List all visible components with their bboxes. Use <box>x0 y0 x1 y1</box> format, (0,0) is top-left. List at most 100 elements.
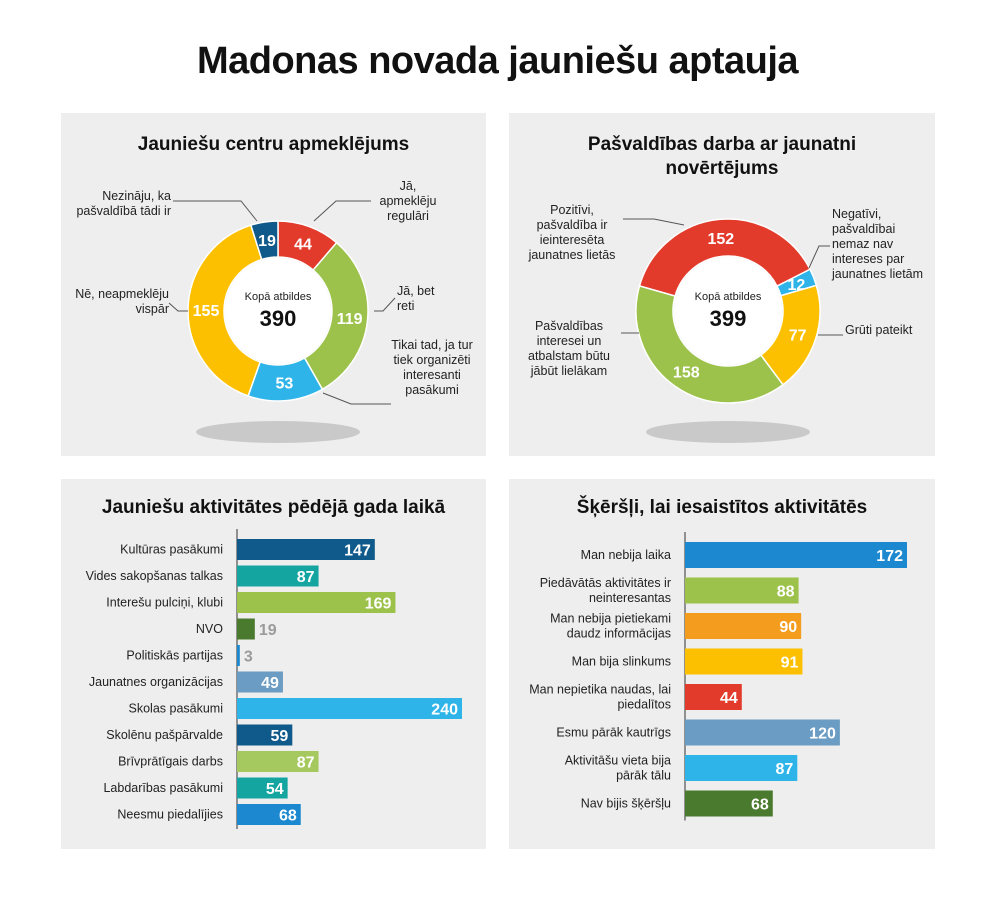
category-label: Neesmu piedalījies <box>117 808 223 822</box>
category-label: Man nebija pietiekami <box>550 612 671 626</box>
donut-slice <box>187 224 263 397</box>
bar <box>237 724 293 746</box>
category-label: neinteresantas <box>589 591 671 605</box>
category-label: Jaunatnes organizācijas <box>89 675 223 689</box>
slice-value-label: 158 <box>673 365 700 382</box>
bar-value-label: 91 <box>781 655 799 672</box>
bar-value-label: 90 <box>779 619 797 636</box>
category-label: daudz informācijas <box>567 627 671 641</box>
bar-chart-activities: Kultūras pasākumi 147 Vides sakopšanas tal… <box>86 529 462 829</box>
leader-line <box>322 392 391 405</box>
slice-label: Pašvaldības interesei un atbalstam būtu … <box>528 319 610 378</box>
chart-title: Jauniešu aktivitātes pēdējā gada laikā <box>101 497 446 518</box>
bar <box>237 539 375 560</box>
slice-value-label: 19 <box>258 233 276 250</box>
leader-line <box>168 302 188 312</box>
category-label: pārāk tālu <box>616 769 671 783</box>
bar <box>685 719 840 746</box>
bar <box>685 790 773 817</box>
panel-youth-center-visits: Jauniešu centru apmeklējums 44 119 53 155 19… <box>61 113 486 456</box>
bar <box>685 613 802 639</box>
donut-total: 390 <box>260 306 297 331</box>
donut-slice <box>635 284 785 404</box>
panel-youth-activities: Jauniešu aktivitātes pēdējā gada laikā K… <box>61 479 486 849</box>
donut-slice <box>249 220 279 261</box>
bar <box>237 565 319 587</box>
bar <box>237 671 283 693</box>
bar-value-label: 54 <box>266 781 284 798</box>
chart-title: Jauniešu centru apmeklējums <box>137 134 410 155</box>
slice-value-label: 152 <box>708 231 735 248</box>
category-label: Man nepietika naudas, lai <box>529 683 671 697</box>
donut-slice <box>303 241 369 391</box>
bar-value-label: 19 <box>259 622 277 639</box>
bar-chart-obstacles: Man nebija laika 172 Piedāvātās aktivitāte… <box>529 532 907 821</box>
bar-value-label: 68 <box>751 797 769 814</box>
bar-value-label: 172 <box>876 548 903 565</box>
bar <box>237 804 301 825</box>
bar-value-label: 147 <box>344 543 371 560</box>
donut-center <box>674 257 782 365</box>
slice-label: Negatīvi, pašvaldībai nemaz nav interese… <box>832 207 924 281</box>
donut-shadow <box>196 421 360 443</box>
category-label: Labdarības pasākumi <box>103 781 223 795</box>
donut-center-label: Kopā atbildes <box>245 291 312 303</box>
donut-center-label: Kopā atbildes <box>695 291 762 303</box>
donut-shadow <box>646 421 810 443</box>
bar-value-label: 44 <box>720 690 738 707</box>
bar-value-label: 3 <box>244 649 253 666</box>
bar-value-label: 49 <box>261 675 279 692</box>
bar-value-label: 87 <box>297 569 315 586</box>
slice-value-label: 119 <box>337 311 363 328</box>
category-label: piedalītos <box>617 698 671 712</box>
slice-value-label: 53 <box>275 376 293 393</box>
panel-obstacles: Šķēršļi, lai iesaistītos aktivitātēs Man… <box>509 479 935 849</box>
slice-label: Nezināju, ka pašvaldībā tādi ir <box>76 189 171 218</box>
slice-label: Pozitīvi, pašvaldība ir ieinteresēta jau… <box>528 203 616 262</box>
slice-value-label: 44 <box>294 236 312 253</box>
bar-value-label: 88 <box>777 584 795 601</box>
panel-municipality-rating: Pašvaldības darba ar jaunatni novērtējum… <box>509 113 935 456</box>
leader-line <box>374 297 396 312</box>
slice-label: Nē, neapmeklēju vispār <box>75 287 169 316</box>
bar <box>685 755 798 781</box>
slice-label: Jā, bet reti <box>397 284 435 313</box>
slice-value-label: 77 <box>789 327 807 344</box>
category-label: Skolas pasākumi <box>129 702 224 716</box>
donut-total: 399 <box>710 306 747 331</box>
donut-center <box>225 258 331 364</box>
category-label: Interešu pulciņi, klubi <box>106 596 223 610</box>
bar-value-label: 59 <box>271 728 289 745</box>
bar-value-label: 240 <box>431 702 458 719</box>
leader-line <box>313 200 371 222</box>
bar <box>237 751 319 772</box>
bar <box>685 542 907 568</box>
leader-line <box>808 245 830 269</box>
category-label: Politiskās partijas <box>126 649 223 663</box>
bar-value-label: 68 <box>279 808 297 825</box>
category-label: Esmu pārāk kautrīgs <box>556 726 671 740</box>
page-title: Madonas novada jauniešu aptauja <box>196 40 799 82</box>
category-label: Man nebija laika <box>581 548 671 562</box>
category-label: Skolēnu pašpārvalde <box>106 728 223 742</box>
category-label: Piedāvātās aktivitātes ir <box>540 576 671 590</box>
bar-value-label: 169 <box>365 596 392 613</box>
category-label: Brīvprātīgais darbs <box>118 755 223 769</box>
bar <box>237 698 462 719</box>
bar <box>237 592 396 613</box>
slice-value-label: 155 <box>193 303 220 320</box>
bar <box>237 645 240 666</box>
donut-slice <box>638 218 811 297</box>
chart-title: Pašvaldības darba ar jaunatni novērtējum… <box>587 134 857 179</box>
bar-value-label: 87 <box>775 761 793 778</box>
chart-title: Šķēršļi, lai iesaistītos aktivitātēs <box>576 497 868 518</box>
category-label: NVO <box>196 622 223 636</box>
bar-value-label: 87 <box>297 755 315 772</box>
category-label: Nav bijis šķēršļu <box>581 797 671 811</box>
slice-label: Grūti pateikt <box>845 323 913 337</box>
leader-line <box>173 200 258 222</box>
bar <box>685 648 803 675</box>
donut-chart-youth-centers: 44 119 53 155 19 Kopā atbildes 390 <box>168 200 396 443</box>
bar <box>237 777 288 799</box>
